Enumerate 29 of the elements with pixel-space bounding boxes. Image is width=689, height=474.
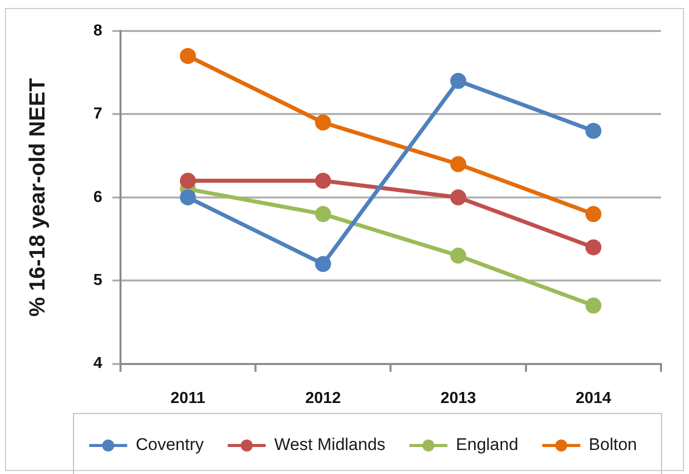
- point: [315, 114, 332, 131]
- x-tick-label: 2012: [305, 390, 341, 407]
- legend-label: Bolton: [588, 435, 637, 454]
- y-tick-label: 5: [93, 272, 102, 290]
- point: [180, 48, 196, 64]
- point: [180, 172, 196, 189]
- y-tick-label: 6: [93, 188, 102, 206]
- x-tick-label: 2011: [170, 390, 206, 407]
- point: [450, 189, 466, 206]
- point: [585, 122, 602, 139]
- y-tick-label: 4: [93, 355, 102, 372]
- x-tick-label: 2014: [576, 390, 612, 407]
- point: [450, 248, 466, 264]
- y-tick-label: 8: [93, 22, 102, 40]
- point: [315, 256, 332, 272]
- point: [315, 206, 332, 222]
- point: [180, 189, 196, 206]
- point: [450, 72, 466, 89]
- y-tick-label: 7: [93, 106, 102, 123]
- point: [315, 172, 332, 189]
- y-axis-title: % 16-18 year-old NEET: [24, 78, 50, 317]
- point: [585, 239, 602, 256]
- point: [585, 206, 602, 222]
- x-tick-label: 2013: [440, 390, 476, 407]
- point: [450, 156, 466, 172]
- legend-label: Coventry: [136, 435, 204, 454]
- legend-label: England: [456, 435, 518, 454]
- point: [585, 298, 602, 314]
- legend-label: West Midlands: [274, 435, 386, 454]
